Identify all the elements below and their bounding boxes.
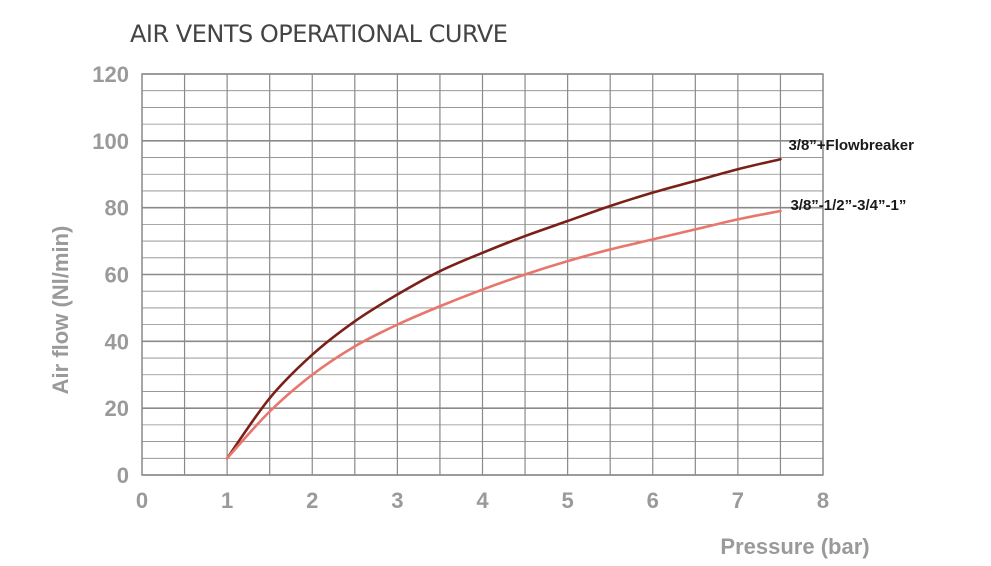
x-axis-label: Pressure (bar) [720,534,869,559]
grid [141,73,824,476]
x-tick-label: 8 [817,488,829,513]
y-tick-label: 100 [92,129,129,154]
y-tick-label: 60 [105,263,129,288]
x-tick-label: 4 [476,488,489,513]
x-tick-label: 6 [647,488,659,513]
y-tick-label: 0 [117,463,129,488]
y-tick-label: 40 [105,329,129,354]
series-lines [225,157,782,460]
y-axis-ticks: 0 20 40 60 80 100 120 [92,62,129,488]
x-tick-label: 2 [306,488,318,513]
series-label-2: 3/8”-1/2”-3/4”-1” [790,197,906,214]
x-tick-label: 0 [136,488,148,513]
series-line-2 [225,209,782,460]
y-tick-label: 20 [105,396,129,421]
x-tick-label: 1 [221,488,233,513]
x-tick-label: 3 [391,488,403,513]
y-tick-label: 120 [92,62,129,87]
chart-title: AIR VENTS OPERATIONAL CURVE [130,20,507,48]
series-labels: 3/8”+Flowbreaker 3/8”-1/2”-3/4”-1” [788,137,914,214]
series-label-1: 3/8”+Flowbreaker [788,137,914,154]
y-tick-label: 80 [105,196,129,221]
plot-frame [141,73,824,476]
x-axis-ticks: 0 1 2 3 4 5 6 7 8 [136,488,829,513]
x-tick-label: 5 [562,488,574,513]
y-axis-label: Air flow (Nl/min) [48,226,73,395]
series-line-1 [225,157,782,460]
x-tick-label: 7 [732,488,744,513]
